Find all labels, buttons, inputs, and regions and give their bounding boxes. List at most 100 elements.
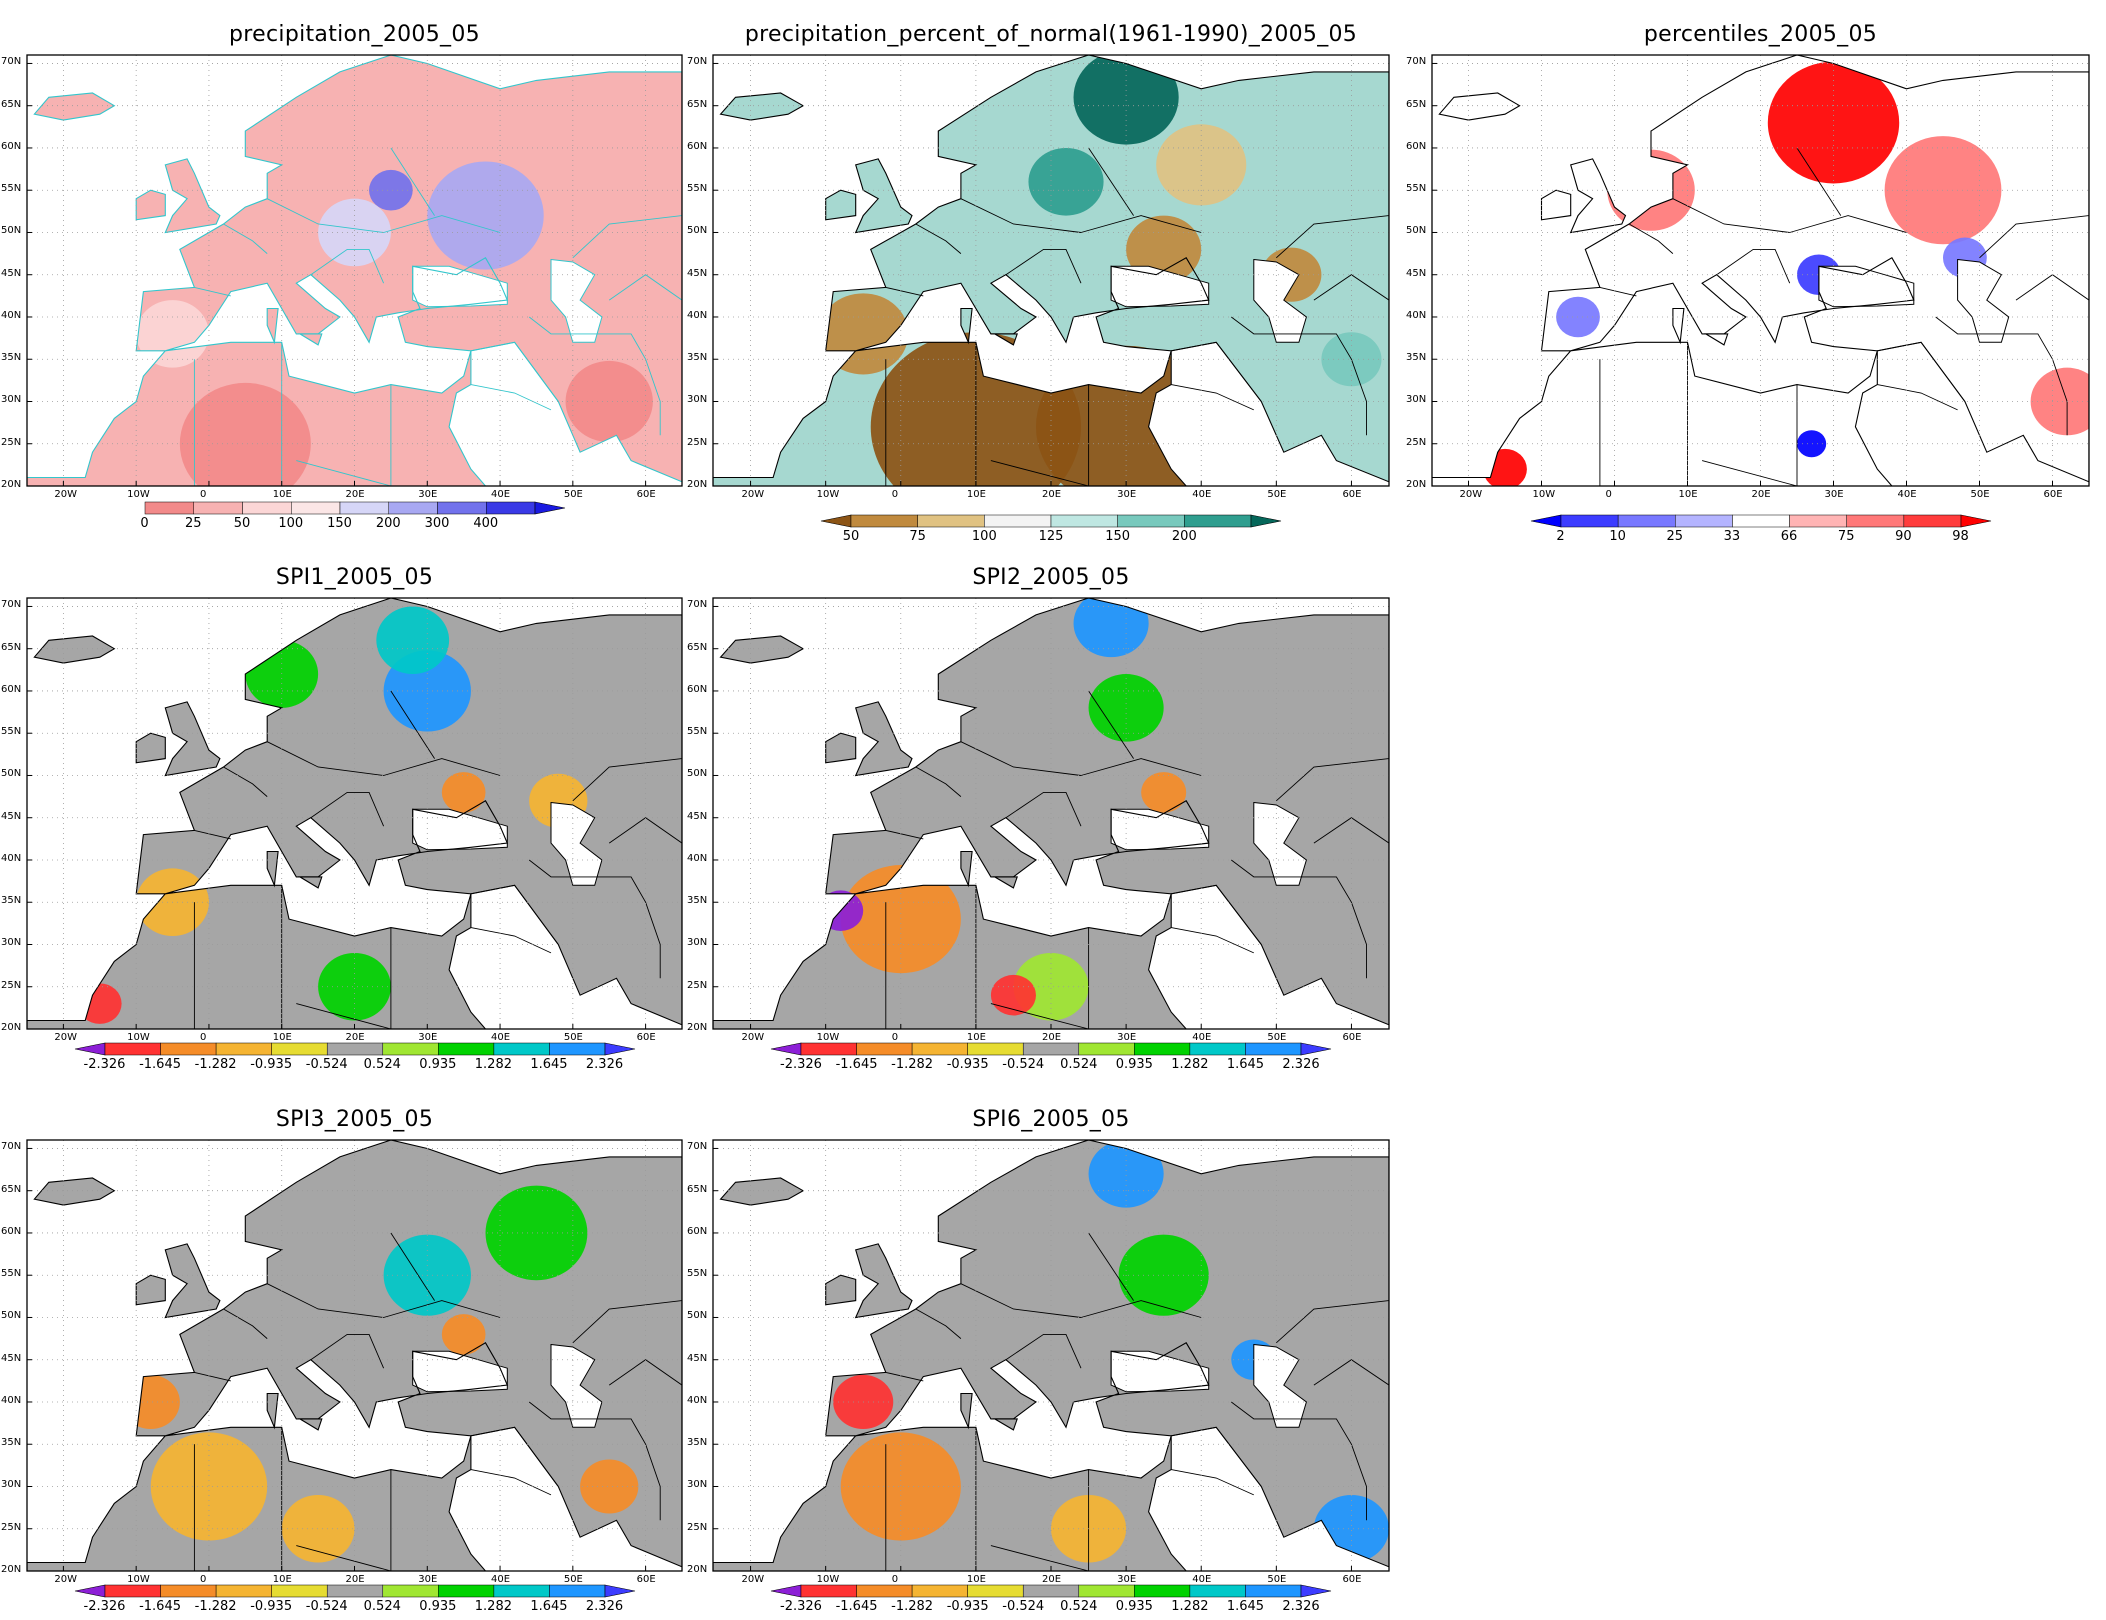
- coastline: [1703, 333, 1729, 346]
- coastline: [164, 701, 221, 777]
- colorbar-segment: [911, 1042, 968, 1056]
- colorbar-segment: [485, 501, 535, 515]
- anomaly-region: [485, 1185, 588, 1281]
- coastline: [1432, 55, 2089, 486]
- lon-tick-label: 0: [199, 1574, 207, 1585]
- lon-tick-label: 50E: [1267, 1032, 1287, 1043]
- colorbar-label: -1.282: [891, 1057, 934, 1072]
- colorbar-arrow-right: [1300, 1042, 1332, 1056]
- colorbar-segment: [215, 1584, 272, 1598]
- anomaly-region: [565, 360, 653, 443]
- lon-tick-label: 60E: [636, 1032, 656, 1043]
- country-border: [572, 758, 682, 802]
- colorbar-label: 10: [1609, 529, 1626, 544]
- colorbar-segment: [326, 1584, 383, 1598]
- colorbar-label: 0.524: [363, 1599, 401, 1614]
- lon-tick-label: 10W: [816, 1574, 840, 1585]
- colorbar-label: 75: [909, 529, 926, 544]
- colorbar-label: -2.326: [83, 1599, 126, 1614]
- colorbar-label: 1.645: [530, 1057, 568, 1072]
- coastline: [992, 876, 1018, 889]
- map-plot-pct: [712, 54, 1390, 487]
- country-border: [1789, 215, 1907, 233]
- lat-tick-label: 60N: [687, 1225, 708, 1237]
- lat-tick-label: 20N: [1, 1022, 22, 1033]
- colorbar-segment: [436, 501, 486, 515]
- country-border: [1599, 286, 1637, 297]
- colorbar: [770, 1584, 1332, 1598]
- country-border: [915, 766, 962, 797]
- land-area: [267, 851, 279, 886]
- colorbar-segment: [270, 1584, 327, 1598]
- lat-tick-label: 55N: [1, 183, 22, 195]
- anomaly-region: [1156, 124, 1247, 206]
- coastline: [854, 158, 913, 234]
- colorbar-label: 50: [233, 516, 251, 531]
- lat-tick-label: 35N: [1, 352, 22, 364]
- lon-tick-label: 40E: [1192, 489, 1212, 500]
- lat-tick-label: 35N: [687, 352, 708, 364]
- lat-tick-label: 65N: [1406, 98, 1427, 110]
- lon-tick-label: 30E: [418, 489, 438, 500]
- colorbar-label: 2.326: [1282, 1057, 1320, 1072]
- coastline: [960, 850, 973, 888]
- colorbar-label: 90: [1895, 529, 1912, 544]
- colorbar-segment: [290, 501, 340, 515]
- lon-tick-label: 30E: [1117, 489, 1137, 500]
- anomaly-region: [1088, 674, 1164, 742]
- coastline: [825, 1274, 857, 1306]
- lon-tick-label: 20W: [54, 489, 77, 500]
- land-area: [34, 1178, 115, 1206]
- country-border: [223, 766, 268, 797]
- lon-tick-label: 10E: [1678, 489, 1698, 500]
- lon-tick-label: 10W: [127, 1574, 150, 1585]
- coastline: [297, 1418, 323, 1431]
- coastline: [854, 1243, 913, 1319]
- colorbar-label: 2.326: [585, 1599, 624, 1614]
- country-border: [990, 460, 1089, 486]
- coastline: [854, 701, 913, 777]
- country-border: [1275, 1300, 1389, 1344]
- colorbar-label: 200: [1171, 529, 1197, 544]
- lat-tick-label: 45N: [1, 267, 22, 279]
- panel-title: SPI6_2005_05: [972, 1107, 1130, 1132]
- sea: [412, 265, 508, 308]
- lon-tick-label: 40E: [491, 489, 511, 500]
- lon-tick-label: 30E: [418, 1032, 438, 1043]
- colorbar-label: 0.524: [363, 1057, 401, 1072]
- lat-tick-label: 40N: [1, 309, 22, 321]
- colorbar-label: -0.935: [250, 1057, 293, 1072]
- lon-tick-label: 60E: [1342, 1032, 1362, 1043]
- lat-tick-label: 50N: [687, 768, 708, 780]
- country-border: [470, 341, 559, 402]
- lat-tick-label: 60N: [687, 140, 708, 152]
- country-border: [266, 198, 384, 233]
- panel-title: precipitation_percent_of_normal(1961-199…: [744, 22, 1358, 47]
- panel-title: precipitation_2005_05: [229, 22, 480, 47]
- lat-tick-label: 35N: [1, 895, 22, 907]
- colorbar-label: 1.645: [1226, 1599, 1265, 1614]
- lon-tick-label: 20W: [54, 1574, 77, 1585]
- lat-tick-label: 70N: [687, 1141, 708, 1153]
- colorbar-segment: [1903, 514, 1961, 528]
- colorbar-label: 2.326: [1282, 1599, 1320, 1614]
- lat-tick-label: 35N: [1, 1437, 22, 1449]
- country-border: [1935, 316, 2068, 436]
- lat-tick-label: 65N: [1, 1183, 22, 1195]
- lon-tick-label: 60E: [2043, 489, 2063, 500]
- country-border: [383, 1300, 501, 1318]
- lat-tick-label: 40N: [1, 852, 22, 864]
- anomaly-region: [179, 382, 311, 486]
- lat-tick-label: 30N: [1, 1479, 22, 1491]
- lat-tick-label: 20N: [1406, 479, 1427, 490]
- colorbar-segment: [1022, 1042, 1080, 1056]
- colorbar-segment: [984, 514, 1052, 528]
- country-border: [1877, 384, 1958, 411]
- coastline: [713, 55, 1389, 486]
- country-border: [1313, 274, 1389, 301]
- lat-tick-label: 30N: [687, 394, 708, 406]
- lon-tick-label: 0: [1605, 489, 1612, 500]
- lon-tick-label: 20E: [345, 1032, 365, 1043]
- country-border: [915, 223, 962, 254]
- colorbar-segment: [159, 1584, 216, 1598]
